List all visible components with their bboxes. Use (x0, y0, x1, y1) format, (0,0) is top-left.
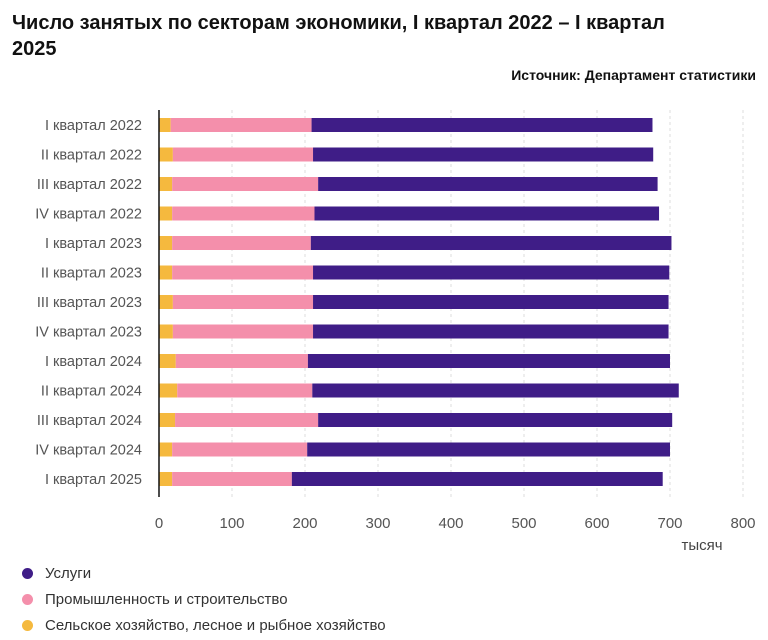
bar-segment-services (310, 236, 672, 250)
bar-segment-agriculture (159, 118, 171, 132)
y-category-label: I квартал 2024 (45, 354, 142, 370)
legend-swatch (22, 619, 33, 631)
bar-segment-industry (175, 413, 319, 427)
x-tick-label: 800 (730, 515, 755, 532)
bar-segment-industry (172, 472, 292, 486)
bar-segment-services (318, 413, 673, 427)
x-tick-label: 600 (584, 515, 609, 532)
bar-segment-services (318, 177, 658, 191)
bar-segment-services (313, 265, 670, 280)
bar-segment-services (311, 118, 653, 132)
chart-title: Число занятых по секторам экономики, I к… (12, 12, 665, 60)
x-tick-label: 700 (657, 515, 682, 532)
y-category-label: I квартал 2022 (45, 118, 142, 134)
bar-segment-agriculture (159, 472, 173, 486)
bar-segment-agriculture (159, 324, 173, 339)
bar-segment-agriculture (159, 442, 173, 457)
legend-label: Промышленность и строительство (45, 590, 288, 608)
bar-segment-services (313, 295, 669, 309)
bar-segment-agriculture (159, 383, 178, 398)
bar-segment-agriculture (159, 147, 173, 162)
bar-segment-agriculture (159, 206, 173, 221)
bar-segment-agriculture (159, 177, 173, 191)
y-category-label: IV квартал 2024 (35, 443, 142, 459)
bar-segment-industry (170, 118, 312, 132)
legend-item: Промышленность и строительство (22, 586, 386, 612)
bar-segment-agriculture (159, 236, 173, 250)
legend-label: Услуги (45, 564, 92, 582)
legend-label: Сельское хозяйство, лесное и рыбное хозя… (45, 616, 386, 634)
bar-segment-industry (175, 354, 308, 368)
bar-segment-industry (172, 177, 319, 191)
bar-segment-industry (177, 383, 313, 398)
bar-segment-services (312, 383, 679, 398)
x-tick-label: 200 (292, 515, 317, 532)
legend-swatch (22, 593, 33, 605)
legend-item: Сельское хозяйство, лесное и рыбное хозя… (22, 612, 386, 638)
y-category-label: I квартал 2023 (45, 236, 142, 252)
bar-segment-services (307, 442, 670, 457)
bar-segment-services (307, 354, 670, 368)
y-category-label: I квартал 2025 (45, 472, 142, 488)
chart-source: Источник: Департамент статистики (511, 67, 756, 83)
y-category-label: IV квартал 2023 (35, 325, 142, 341)
bar-segment-industry (172, 265, 314, 280)
x-tick-label: 500 (511, 515, 536, 532)
y-category-label: II квартал 2022 (41, 148, 142, 164)
bar-segment-industry (172, 324, 314, 339)
x-tick-label: 300 (365, 515, 390, 532)
bar-segment-services (314, 206, 660, 221)
x-tick-label: 0 (155, 515, 163, 532)
x-axis-labels: 0 100 200 300 400 500 600 700 800 (155, 515, 756, 532)
stacked-bar-chart: I квартал 2022 II квартал 2022 III квартал… (35, 110, 756, 554)
y-category-label: III квартал 2022 (37, 177, 142, 193)
y-axis-labels: I квартал 2022 II квартал 2022 III квартал… (35, 118, 142, 488)
legend: Услуги Промышленность и строительство Сель… (22, 560, 386, 638)
x-axis-unit-label: тысяч (681, 537, 722, 554)
legend-swatch (22, 567, 33, 579)
y-category-label: III квартал 2023 (37, 295, 142, 311)
bar-segment-industry (172, 147, 314, 162)
y-category-label: II квартал 2024 (41, 384, 142, 400)
y-category-label: IV квартал 2022 (35, 207, 142, 223)
bar-segment-services (291, 472, 663, 486)
bar-segment-industry (172, 206, 315, 221)
x-tick-label: 100 (219, 515, 244, 532)
bars (159, 118, 679, 486)
bar-segment-services (313, 147, 654, 162)
bar-segment-agriculture (159, 413, 176, 427)
x-tick-label: 400 (438, 515, 463, 532)
bar-segment-industry (172, 295, 314, 309)
bar-segment-agriculture (159, 265, 173, 280)
bar-segment-services (313, 324, 669, 339)
bar-segment-agriculture (159, 354, 176, 368)
y-category-label: III квартал 2024 (37, 413, 142, 429)
legend-item: Услуги (22, 560, 386, 586)
bar-segment-industry (172, 442, 308, 457)
y-category-label: II квартал 2023 (41, 266, 142, 282)
bar-segment-industry (172, 236, 311, 250)
bar-segment-agriculture (159, 295, 173, 309)
